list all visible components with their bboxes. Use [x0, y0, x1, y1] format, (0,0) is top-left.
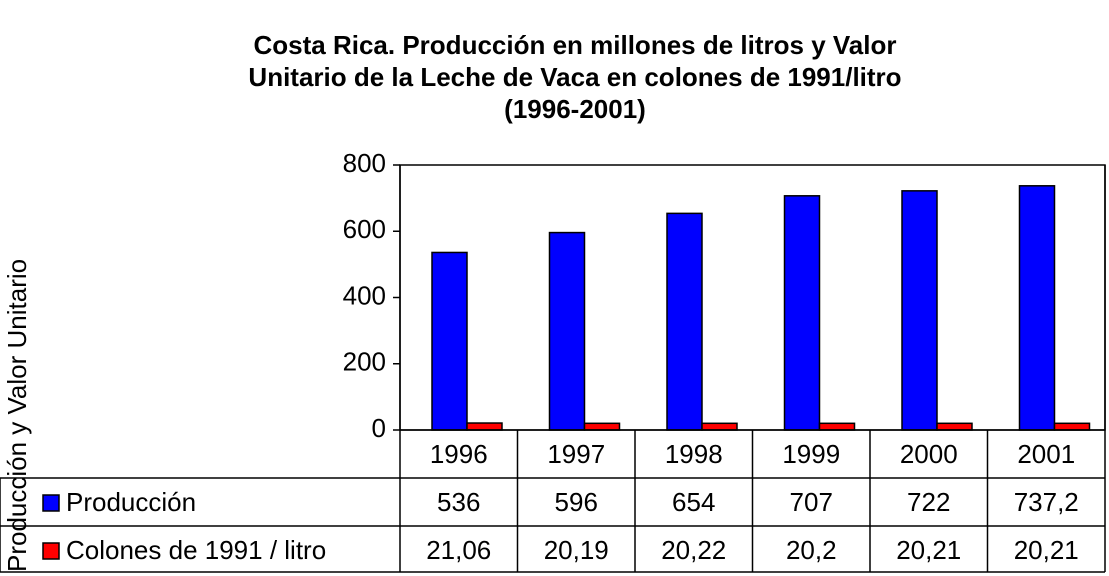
bar [1053, 422, 1091, 431]
table-value: 20,2 [786, 535, 837, 565]
chart-title: Costa Rica. Producción en millones de li… [254, 30, 897, 60]
bar [701, 422, 738, 431]
x-tick-label: 1996 [430, 439, 488, 469]
x-tick-label: 1997 [547, 439, 605, 469]
legend-key [42, 542, 60, 560]
bar [818, 422, 856, 431]
y-tick-label: 800 [343, 148, 386, 178]
plot-frame [399, 164, 1106, 431]
table-value: 722 [907, 487, 950, 517]
table-value: 536 [437, 487, 480, 517]
chart-title: Unitario de la Leche de Vaca en colones … [248, 62, 901, 92]
bar [431, 251, 468, 431]
table-value: 20,19 [544, 535, 609, 565]
legend-key [42, 494, 60, 512]
bar [1018, 185, 1056, 431]
legend-label: Colones de 1991 / litro [66, 535, 326, 565]
chart-title: (1996-2001) [504, 94, 646, 124]
table-value: 654 [672, 487, 715, 517]
x-tick-label: 1998 [665, 439, 723, 469]
bar [548, 231, 586, 431]
table-value: 707 [790, 487, 833, 517]
bar [936, 422, 973, 431]
y-tick-label: 200 [343, 347, 386, 377]
y-axis-label: Producción y Valor Unitario [2, 259, 32, 572]
bar [901, 190, 938, 431]
table-value: 20,22 [661, 535, 726, 565]
table-value: 21,06 [426, 535, 491, 565]
bar [666, 212, 703, 431]
table-value: 737,2 [1014, 487, 1079, 517]
x-tick-label: 1999 [782, 439, 840, 469]
bar [583, 422, 621, 431]
table-value: 20,21 [896, 535, 961, 565]
y-tick-label: 600 [343, 214, 386, 244]
table-value: 20,21 [1014, 535, 1079, 565]
x-tick-label: 2000 [900, 439, 958, 469]
bar [466, 422, 503, 431]
x-tick-label: 2001 [1017, 439, 1075, 469]
y-tick-label: 400 [343, 280, 386, 310]
bar [783, 195, 821, 431]
table-value: 596 [555, 487, 598, 517]
legend-label: Producción [66, 487, 196, 517]
y-tick-label: 0 [372, 413, 386, 443]
